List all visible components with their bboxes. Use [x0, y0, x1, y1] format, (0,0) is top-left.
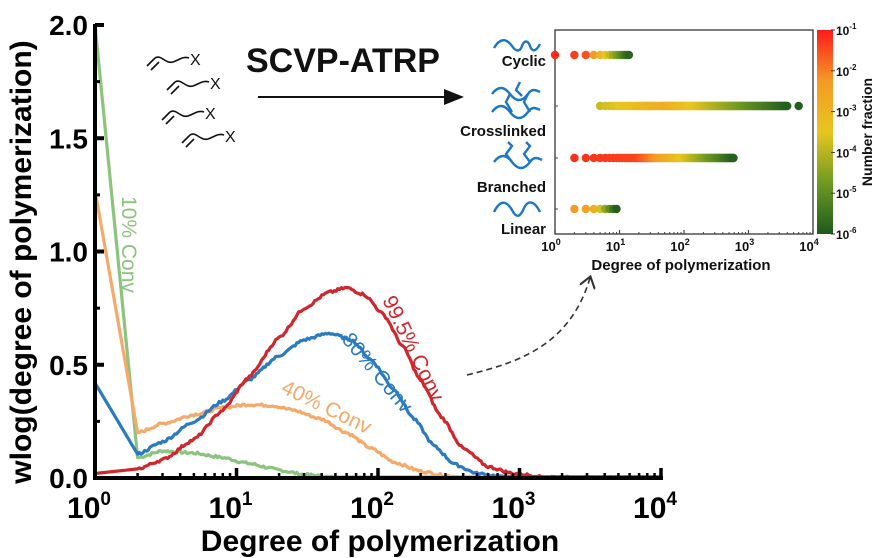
monomer-end-group: X [205, 106, 216, 123]
inset-frame [554, 29, 814, 235]
main-series-group [93, 24, 661, 479]
monomer-end-group: X [225, 129, 236, 146]
inset-x-tick-label: 104 [799, 237, 818, 254]
main-chart: 0.0 0.5 1.0 1.5 2.0 100 101 102 103 104 Degree o… [5, 10, 677, 558]
colorbar-tick-label: 10-3 [836, 104, 857, 120]
series-labels: 10% Conv 40% Conv 80% Conv 99.5% Conv [117, 196, 449, 439]
y-tick-label: 0.5 [49, 350, 88, 381]
series-label-10: 10% Conv [117, 196, 140, 293]
inset-dot-linear [589, 204, 598, 214]
x-tick-label: 100 [67, 489, 111, 525]
inset-dot-cyclic [589, 50, 598, 60]
monomer-end-group: X [190, 52, 201, 69]
y-tick-label: 1.0 [49, 237, 88, 268]
inset-dot-branched [581, 153, 590, 163]
x-tick-label: 103 [492, 489, 536, 525]
colorbar-tick-label: 10-6 [836, 226, 857, 242]
topology-label-linear: Linear [501, 221, 546, 238]
inset-dots [550, 50, 803, 214]
series-label-40: 40% Conv [278, 376, 376, 439]
monomer-icons: X X X X [146, 52, 236, 148]
colorbar-label: Number fraction [859, 78, 875, 186]
scheme-title: SCVP-ATRP [246, 42, 440, 80]
inset-x-axis-label: Degree of polymerization [591, 257, 770, 274]
linear-icon [492, 201, 542, 217]
x-tick-label: 104 [633, 489, 677, 525]
cyclic-icon [492, 39, 542, 52]
y-axis-label: wlog(degree of polymerization) [5, 40, 38, 484]
monomer-icon [166, 80, 210, 95]
inset-dot-branched [729, 153, 738, 163]
colorbar-ticks: 10-1 10-2 10-3 10-4 10-5 10-6 [831, 22, 857, 242]
topology-label-cyclic: Cyclic [502, 53, 546, 70]
inset-dot-linear [570, 204, 579, 214]
monomer-icon [181, 133, 225, 148]
inset-x-tick-label: 102 [670, 237, 689, 254]
colorbar-tick-label: 10-2 [836, 63, 857, 79]
y-ticks: 0.0 0.5 1.0 1.5 2.0 [49, 10, 104, 494]
monomer-icon [146, 56, 190, 71]
inset-x-tick-label: 100 [541, 237, 560, 254]
inset-chart: Cyclic Crosslinked Branched Linear 100 10… [460, 22, 875, 274]
inset-dot-cyclic [581, 50, 590, 60]
monomer-end-group: X [210, 76, 221, 93]
inset-dot-cyclic [624, 50, 634, 60]
x-tick-label: 101 [209, 489, 253, 525]
x-tick-label: 102 [350, 489, 394, 525]
dashed-arrow [466, 278, 590, 376]
inset-dot-cyclic [570, 50, 579, 60]
inset-dot-linear [612, 204, 621, 214]
colorbar [817, 30, 833, 234]
y-tick-label: 1.5 [49, 123, 88, 154]
monomer-icon [161, 110, 205, 125]
series-line-10-conv [93, 24, 661, 479]
topology-label-crosslinked: Crosslinked [460, 123, 546, 140]
x-ticks: 100 101 102 103 104 [67, 468, 677, 525]
inset-dot-linear [581, 204, 590, 214]
x-axis-label: Degree of polymerization [201, 525, 559, 558]
scheme: X X X X SCVP-ATRP [146, 42, 590, 376]
inset-x-tick-label: 103 [735, 237, 754, 254]
y-tick-label: 2.0 [49, 10, 88, 41]
inset-x-tick-label: 101 [606, 237, 625, 254]
y-tick-label: 0.0 [49, 463, 88, 494]
inset-dot-branched [589, 153, 598, 163]
inset-dot-crosslinked [794, 101, 803, 111]
branched-icon [493, 141, 543, 170]
colorbar-tick-label: 10-4 [836, 144, 857, 160]
inset-dot-crosslinked [783, 101, 792, 111]
topology-label-branched: Branched [477, 179, 546, 196]
inset-dot-branched [570, 153, 579, 163]
crosslinked-icon [491, 81, 541, 120]
colorbar-tick-label: 10-5 [836, 185, 857, 201]
colorbar-tick-label: 10-1 [836, 22, 857, 38]
